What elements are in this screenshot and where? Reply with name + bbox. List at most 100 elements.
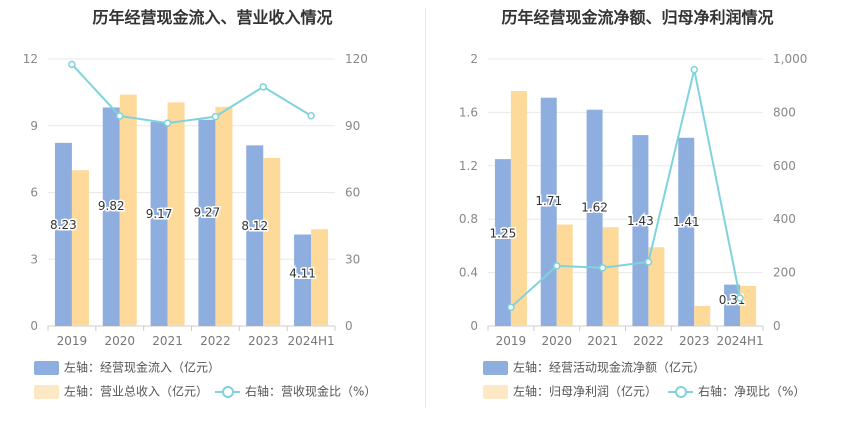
legend-item-bar2[interactable]: 左轴：归母净利润（亿元） [483,383,657,399]
legend-swatch-orange [34,384,59,399]
x-tick-label: 2024H1 [716,334,763,348]
series-line [510,69,742,309]
bar [740,285,757,326]
chart-title: 历年经营现金流入、营业收入情况 [92,8,333,27]
bar [215,106,233,327]
line-point [68,60,76,69]
left-tick-label: 9 [30,119,38,133]
bar-data-label: 1.25 [490,227,517,241]
line-point [163,119,172,127]
right-tick-label: 400 [773,212,796,226]
legend-line-icon [215,385,240,399]
bar-data-label: 4.11 [289,267,316,281]
bar [167,102,185,326]
x-tick-label: 2021 [152,334,183,348]
bar-data-label: 1.43 [627,214,654,228]
bar [294,234,312,326]
right-tick-label: 0 [773,319,781,333]
legend-label: 右轴：营收现金比（%） [245,384,377,399]
left-tick-label: 1.2 [459,159,478,173]
bar-data-label: 8.12 [241,219,268,233]
right-tick-label: 600 [773,159,796,173]
x-tick-label: 2023 [679,334,710,348]
line-point [507,303,515,312]
line-point [259,83,267,91]
panel-divider [425,8,426,408]
line-point [307,111,315,120]
bar [311,229,329,326]
legend-item-line[interactable]: 右轴：营收现金比（%） [215,383,376,399]
left-tick-label: 2 [470,52,478,66]
bar [198,119,216,327]
chart-panel-right: 历年经营现金流净额、归母净利润情况 0 0 0.4 200 0.8 400 1.2 600 1.… [425,0,850,437]
bar-data-label: 9.82 [98,199,125,213]
left-tick-label: 1.6 [459,105,478,119]
legend-item-line[interactable]: 右轴：净现比（%） [668,383,805,399]
bar-data-label: 1.71 [535,194,562,208]
bar [71,170,89,326]
right-tick-label: 90 [345,119,360,133]
bar-data-label: 9.17 [146,207,173,221]
right-tick-label: 60 [345,186,360,200]
legend-item-bar1[interactable]: 左轴：经营现金流入（亿元） [34,359,220,375]
left-tick-label: 0 [30,319,38,333]
bar-data-label: 1.41 [673,215,700,229]
bar [724,284,741,326]
line-point [644,258,653,266]
bar [150,121,168,326]
bar [602,227,619,326]
right-tick-label: 0 [345,319,353,333]
line-point [116,112,124,120]
line-point [211,112,220,121]
bar [494,159,511,326]
legend-swatch-orange [483,384,508,399]
x-tick-label: 2019 [57,334,88,348]
x-tick-label: 2021 [587,334,618,348]
legend-item-bar1[interactable]: 左轴：经营活动现金流净额（亿元） [483,359,705,375]
left-tick-label: 0.4 [459,266,478,280]
bar-data-label: 9.27 [194,206,221,220]
left-tick-label: 6 [30,186,38,200]
bar [263,158,281,326]
bar [556,224,573,326]
legend-line-icon [668,385,693,399]
bar [632,135,649,326]
legend-label: 左轴：经营活动现金流净额（亿元） [513,360,706,375]
bar [694,305,711,326]
chart-title: 历年经营现金流净额、归母净利润情况 [501,8,774,27]
legend-label: 左轴：经营现金流入（亿元） [64,360,221,375]
bar [540,97,557,326]
bar [102,107,120,326]
bar [54,142,72,326]
legend-swatch-blue [34,360,59,375]
legend-item-bar2[interactable]: 左轴：营业总收入（亿元） [34,383,208,399]
legend-label: 左轴：营业总收入（亿元） [64,384,209,399]
left-tick-label: 0.8 [459,212,478,226]
right-tick-label: 800 [773,105,796,119]
x-tick-label: 2022 [633,334,664,348]
bar [119,94,137,326]
x-tick-label: 2020 [104,334,135,348]
line-point [553,262,561,270]
legend-swatch-blue [483,360,508,375]
left-tick-label: 3 [30,252,38,266]
x-tick-label: 2020 [541,334,572,348]
line-point [598,264,607,272]
x-tick-label: 2022 [200,334,231,348]
bar-data-label: 1.62 [581,200,608,214]
x-tick-label: 2024H1 [287,334,334,348]
bar [246,145,264,326]
right-tick-label: 30 [345,252,360,266]
bar [586,109,603,326]
bar [648,247,665,326]
chart-panel-left: 历年经营现金流入、营业收入情况 0 0 3 30 6 60 9 90 12 120 2019 2020… [23,8,376,399]
left-tick-label: 12 [23,52,38,66]
line-point [736,294,744,302]
legend-label: 左轴：归母净利润（亿元） [513,384,658,399]
legend-label: 右轴：净现比（%） [698,384,806,399]
right-tick-label: 120 [345,52,368,66]
bar [678,137,695,326]
chart-plot: 0 0 3 30 6 60 9 90 12 120 2019 2020 2021 2022 2023 2024… [23,52,368,348]
chart-plot: 0 0 0.4 200 0.8 400 1.2 600 1.6 800 2 1,000 2019 2020… [459,52,807,348]
bar [510,91,527,326]
